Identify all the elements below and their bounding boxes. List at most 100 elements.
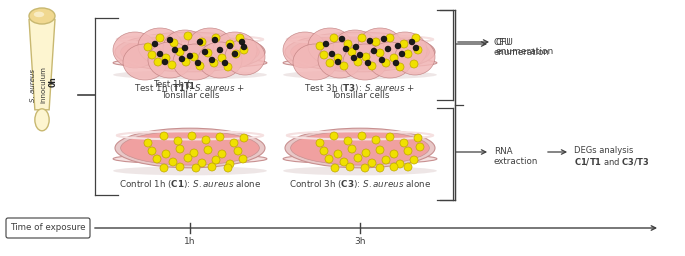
Ellipse shape (173, 44, 217, 80)
Circle shape (414, 134, 422, 142)
Ellipse shape (138, 28, 182, 64)
Circle shape (197, 39, 203, 45)
Circle shape (144, 139, 152, 147)
Circle shape (385, 46, 391, 52)
Circle shape (410, 156, 418, 164)
Circle shape (236, 34, 244, 42)
Circle shape (412, 34, 420, 42)
Circle shape (348, 145, 356, 153)
Ellipse shape (308, 28, 352, 64)
Ellipse shape (198, 42, 242, 78)
Circle shape (162, 150, 170, 158)
Circle shape (226, 160, 234, 168)
Text: DEGs analysis: DEGs analysis (574, 146, 634, 155)
Circle shape (202, 136, 210, 144)
Circle shape (361, 164, 369, 172)
Circle shape (371, 48, 377, 54)
Ellipse shape (34, 12, 45, 17)
Circle shape (354, 154, 362, 162)
Ellipse shape (285, 128, 435, 168)
Circle shape (208, 163, 216, 171)
Circle shape (241, 44, 247, 50)
Circle shape (239, 155, 247, 163)
Circle shape (204, 49, 212, 57)
Circle shape (330, 34, 338, 42)
Circle shape (404, 147, 412, 155)
Circle shape (386, 133, 394, 141)
Circle shape (393, 60, 399, 66)
Circle shape (323, 41, 329, 47)
Circle shape (212, 34, 220, 42)
Circle shape (325, 155, 333, 163)
Circle shape (351, 55, 357, 61)
Ellipse shape (283, 154, 437, 164)
Circle shape (157, 51, 163, 57)
Ellipse shape (225, 39, 265, 75)
Circle shape (404, 163, 412, 171)
Circle shape (176, 48, 184, 56)
Circle shape (334, 150, 342, 158)
Ellipse shape (113, 166, 267, 175)
Circle shape (232, 51, 238, 57)
Circle shape (368, 62, 376, 70)
Circle shape (234, 147, 242, 155)
Text: Tonsillar cells: Tonsillar cells (331, 91, 389, 100)
Circle shape (167, 37, 173, 43)
Ellipse shape (283, 166, 437, 175)
Circle shape (329, 51, 335, 57)
Text: Time of exposure: Time of exposure (10, 223, 86, 232)
Circle shape (148, 51, 156, 59)
Circle shape (192, 164, 200, 172)
Circle shape (416, 143, 424, 151)
Circle shape (176, 163, 184, 171)
Circle shape (148, 147, 156, 155)
Circle shape (372, 38, 380, 46)
Circle shape (410, 60, 418, 68)
Ellipse shape (29, 8, 55, 24)
Ellipse shape (333, 30, 377, 66)
Text: enumeration: enumeration (496, 47, 554, 56)
Circle shape (396, 63, 404, 71)
Circle shape (218, 150, 226, 158)
Text: $\bf{T1}$: $\bf{T1}$ (184, 80, 197, 91)
Circle shape (367, 38, 373, 44)
Ellipse shape (343, 44, 387, 80)
Circle shape (382, 59, 390, 67)
Text: extraction: extraction (494, 157, 538, 166)
Circle shape (320, 51, 328, 59)
Circle shape (212, 37, 218, 43)
Ellipse shape (318, 42, 362, 78)
Text: Test 1h ($\bf{T1}$): $\it{S. aureus}$ +: Test 1h ($\bf{T1}$): $\it{S. aureus}$ + (134, 82, 246, 94)
Ellipse shape (383, 32, 427, 68)
Circle shape (198, 159, 206, 167)
Circle shape (176, 145, 184, 153)
Circle shape (240, 134, 248, 142)
Circle shape (224, 63, 232, 71)
Circle shape (170, 39, 178, 47)
Circle shape (404, 50, 412, 58)
Text: Control 3h ($\bf{C3}$): $\it{S. aureus}$ alone: Control 3h ($\bf{C3}$): $\it{S. aureus}$… (289, 178, 431, 190)
Text: 1h: 1h (184, 237, 196, 246)
Circle shape (162, 54, 170, 62)
Circle shape (326, 59, 334, 67)
Circle shape (209, 57, 215, 63)
Circle shape (395, 43, 401, 49)
Circle shape (224, 164, 232, 172)
Circle shape (196, 62, 204, 70)
Ellipse shape (358, 28, 402, 64)
Circle shape (204, 146, 212, 154)
Circle shape (198, 38, 206, 46)
Text: Test 3h ($\bf{T3}$): $\it{S. aureus}$ +: Test 3h ($\bf{T3}$): $\it{S. aureus}$ + (304, 82, 416, 94)
Text: innoculum: innoculum (40, 67, 46, 103)
Text: Test 1h (: Test 1h ( (153, 80, 190, 89)
Circle shape (316, 42, 324, 50)
Circle shape (334, 54, 342, 62)
Circle shape (379, 57, 385, 63)
Ellipse shape (113, 32, 157, 68)
Circle shape (217, 47, 223, 53)
Circle shape (335, 59, 341, 65)
Ellipse shape (368, 42, 412, 78)
Circle shape (182, 45, 188, 51)
Circle shape (184, 154, 192, 162)
Ellipse shape (121, 131, 260, 165)
